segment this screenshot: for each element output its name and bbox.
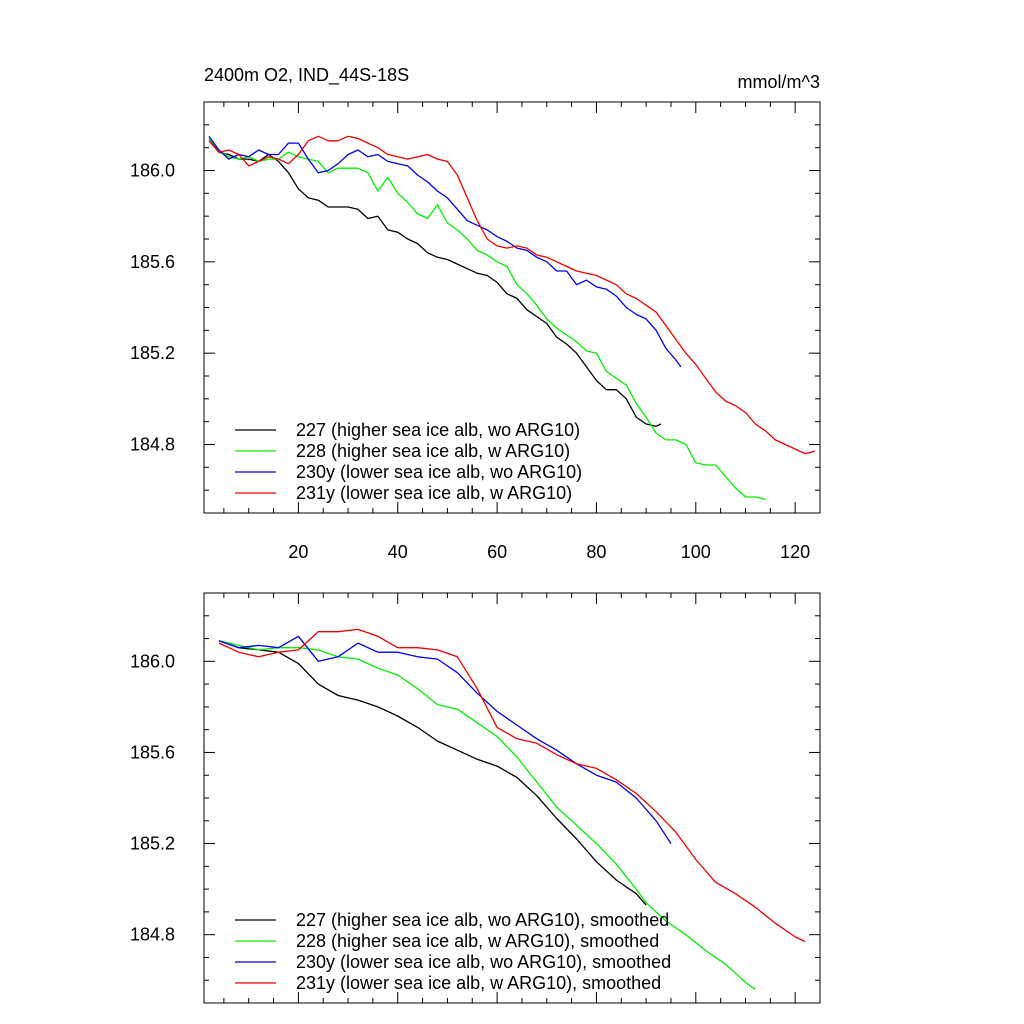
legend-label-230y: 230y (lower sea ice alb, wo ARG10), smoo… — [296, 952, 671, 972]
bottom-panel: 184.8 185.2 185.6 186.0 227 (higher sea ice … — [130, 592, 821, 1004]
legend-label-227: 227 (higher sea ice alb, wo ARG10) — [296, 420, 580, 440]
series-line-227 — [208, 138, 662, 427]
legend-label-228: 228 (higher sea ice alb, w ARG10) — [296, 441, 570, 461]
series-line-231y — [208, 135, 816, 455]
x-tick-label: 20 — [288, 542, 308, 562]
y-tick-label: 186.0 — [130, 161, 175, 181]
units-label: mmol/m^3 — [738, 72, 820, 92]
series-line-231y — [218, 628, 806, 943]
x-tick-label: 60 — [487, 542, 507, 562]
y-tick-label: 185.2 — [130, 834, 175, 854]
legend-label-231y: 231y (lower sea ice alb, w ARG10) — [296, 483, 572, 503]
x-tick-label: 100 — [681, 542, 711, 562]
legend-label-230y: 230y (lower sea ice alb, wo ARG10) — [296, 462, 582, 482]
y-tick-label: 185.6 — [130, 742, 175, 762]
series-line-228 — [218, 640, 756, 990]
legend-label-231y: 231y (lower sea ice alb, w ARG10), smoot… — [296, 973, 661, 993]
series-line-227 — [218, 640, 647, 906]
y-tick-label: 184.8 — [130, 435, 175, 455]
x-tick-label: 40 — [388, 542, 408, 562]
series-line-228 — [208, 138, 766, 500]
legend-label-227: 227 (higher sea ice alb, wo ARG10), smoo… — [296, 910, 669, 930]
legend-label-228: 228 (higher sea ice alb, w ARG10), smoot… — [296, 931, 659, 951]
y-tick-label: 184.8 — [130, 925, 175, 945]
y-tick-label: 186.0 — [130, 651, 175, 671]
x-tick-label: 80 — [586, 542, 606, 562]
x-tick-label: 120 — [780, 542, 810, 562]
y-tick-label: 185.2 — [130, 343, 175, 363]
chart-title: 2400m O2, IND_44S-18S — [204, 65, 409, 86]
series-line-230y — [208, 135, 682, 368]
series-line-230y — [218, 635, 672, 844]
y-tick-label: 185.6 — [130, 252, 175, 272]
top-panel: 20 40 60 80 100 120 184.8 185.2 185.6 186.0 227 (h… — [130, 101, 821, 562]
